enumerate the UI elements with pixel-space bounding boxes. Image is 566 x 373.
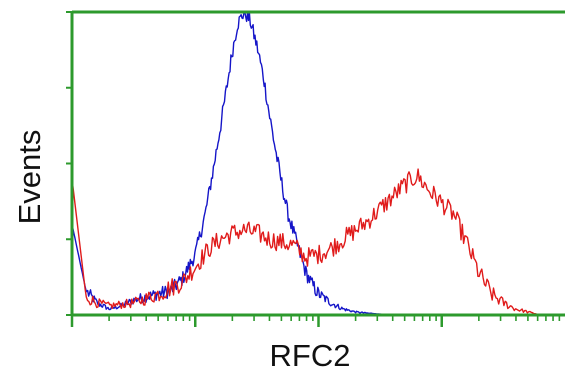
series-2-line [71, 168, 541, 316]
x-axis-title: RFC2 [270, 338, 351, 373]
y-axis-title: Events [12, 130, 47, 225]
axis-layer [66, 10, 565, 327]
plot-area [72, 12, 566, 315]
series-layer [71, 11, 541, 316]
plot-background [72, 12, 566, 315]
